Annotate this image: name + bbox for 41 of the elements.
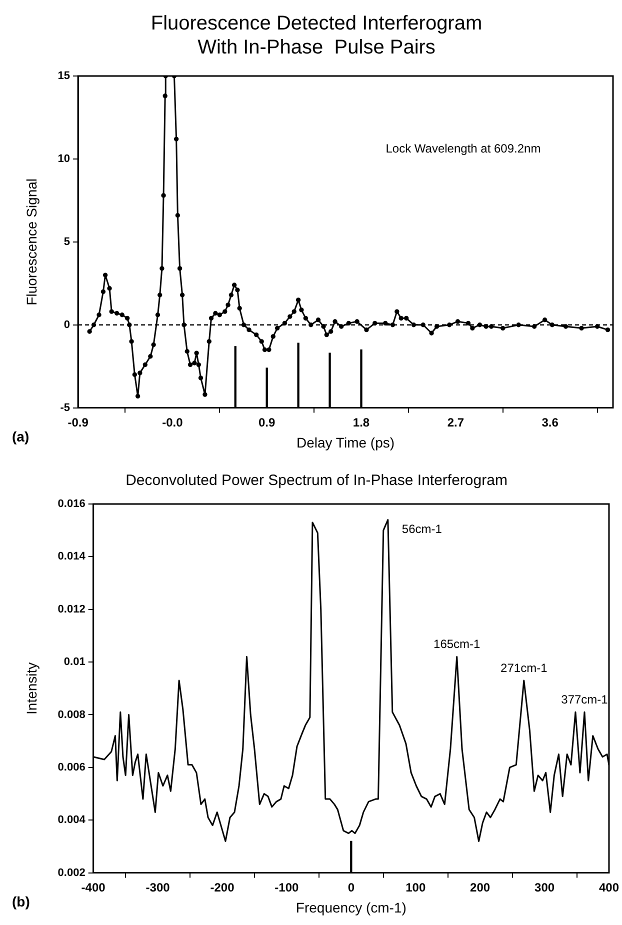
annotation: 56cm-1 bbox=[402, 522, 442, 536]
x-tick-label: 0 bbox=[348, 880, 355, 894]
x-tick-label: 100 bbox=[406, 880, 426, 894]
x-axis-title: Delay Time (ps) bbox=[296, 434, 395, 450]
x-tick-label: -300 bbox=[146, 880, 170, 894]
x-axis-title: Frequency (cm-1) bbox=[296, 899, 406, 916]
x-tick-label: 0.9 bbox=[258, 415, 276, 430]
x-tick-label: 2.7 bbox=[447, 415, 464, 430]
y-tick-label: 10 bbox=[58, 152, 70, 165]
x-tick-label: 3.6 bbox=[542, 415, 559, 430]
y-tick-label: 0.012 bbox=[58, 603, 86, 616]
x-tick-label: -200 bbox=[210, 880, 235, 894]
text: (a) bbox=[12, 428, 30, 445]
y-tick-label: 0.016 bbox=[58, 498, 86, 510]
x-tick-label: 1.8 bbox=[352, 415, 370, 430]
y-tick-label: 0.004 bbox=[58, 814, 86, 826]
y-tick-label: 0.002 bbox=[58, 866, 86, 879]
y-tick-label: -5 bbox=[60, 402, 70, 414]
annotation: 271cm-1 bbox=[500, 660, 548, 675]
annotation: Lock Wavelength at 609.2nm bbox=[386, 141, 541, 156]
x-tick-label: 400 bbox=[598, 880, 620, 894]
chart-title: Deconvoluted Power Spectrum of In-Phase Interferogram bbox=[126, 472, 508, 490]
annotation: 165cm-1 bbox=[434, 637, 481, 652]
chart-title: Fluorescence Detected Interferogram With In-Phase Pulse Pairs bbox=[150, 12, 482, 59]
x-tick-label: -0.9 bbox=[68, 415, 89, 430]
annotation: 377cm-1 bbox=[561, 692, 608, 706]
y-tick-label: 0.01 bbox=[64, 656, 86, 668]
y-tick-label: 5 bbox=[64, 236, 70, 248]
y-tick-label: 0.006 bbox=[58, 761, 86, 774]
x-tick-label: 200 bbox=[470, 880, 490, 894]
y-tick-label: 0.008 bbox=[58, 708, 86, 721]
y-axis-title: Fluorescence Signal bbox=[23, 178, 40, 306]
y-tick-label: 0.014 bbox=[58, 550, 86, 563]
y-tick-label: 15 bbox=[58, 70, 70, 82]
x-tick-label: -100 bbox=[274, 880, 300, 894]
y-tick-label: 0 bbox=[64, 318, 70, 331]
text: (b) bbox=[12, 894, 30, 910]
x-tick-label: -400 bbox=[81, 880, 106, 894]
x-tick-label: 300 bbox=[534, 880, 555, 894]
y-axis-title: Intensity bbox=[23, 662, 40, 714]
x-tick-label: -0.0 bbox=[162, 415, 184, 430]
